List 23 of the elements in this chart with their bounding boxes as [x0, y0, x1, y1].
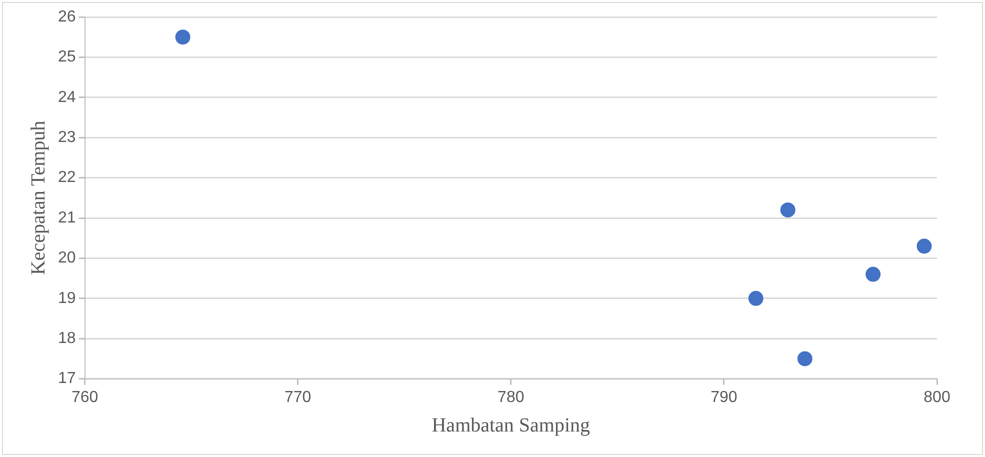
- y-tick-label: 26: [58, 8, 76, 26]
- point: [748, 290, 764, 306]
- y-tick-label: 24: [58, 88, 76, 106]
- point: [866, 266, 881, 282]
- y-tick-label: 19: [58, 290, 76, 307]
- y-tick-label: 22: [58, 169, 76, 186]
- y-tick-label: 21: [58, 209, 76, 226]
- y-tick-label: 20: [58, 250, 76, 267]
- point: [780, 202, 796, 218]
- point: [175, 30, 190, 45]
- y-tick-label: 18: [58, 330, 76, 348]
- y-tick-label: 23: [58, 129, 76, 146]
- x-axis-title: Hambatan Samping: [432, 414, 590, 436]
- y-tick-label: 25: [58, 48, 76, 66]
- x-tick-label: 780: [498, 388, 524, 406]
- point: [797, 351, 812, 366]
- x-tick-label: 760: [71, 388, 98, 406]
- y-axis-title: Kecepatan Tempuh: [27, 120, 50, 276]
- point: [916, 238, 932, 254]
- x-tick-label: 790: [710, 388, 738, 406]
- x-tick-label: 770: [284, 388, 312, 406]
- x-tick-label: 800: [924, 388, 950, 406]
- y-tick-label: 17: [58, 370, 76, 388]
